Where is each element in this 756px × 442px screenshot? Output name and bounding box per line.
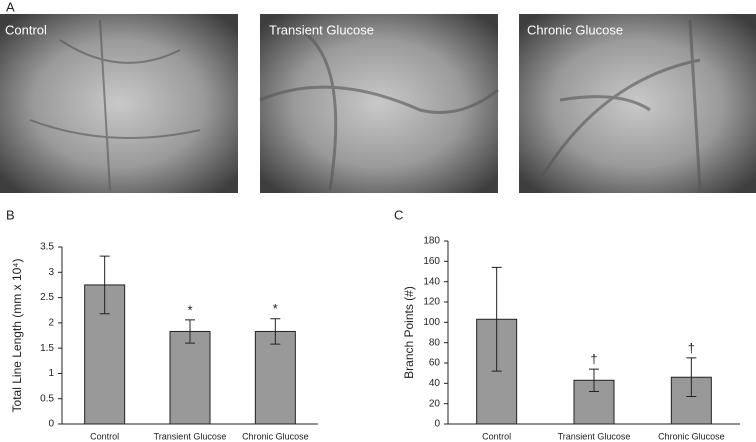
- y-tick-label: 80: [429, 337, 441, 348]
- y-tick-label: 0.5: [40, 393, 54, 404]
- y-tick-label: 3: [48, 267, 54, 278]
- y-tick-label: 60: [429, 358, 441, 369]
- y-tick-label: 180: [423, 236, 440, 247]
- y-axis-label: Total Line Length (mm x 10⁴): [10, 259, 24, 413]
- panel-label: A: [6, 0, 15, 14]
- error-bar: [185, 319, 195, 344]
- x-tick-label: Transient Glucose: [558, 431, 631, 441]
- error-bar: [491, 266, 502, 372]
- y-tick-label: 100: [423, 317, 440, 328]
- x-tick-label: Transient Glucose: [154, 431, 227, 441]
- significance-marker: †: [590, 352, 597, 367]
- significance-marker: *: [187, 302, 192, 317]
- error-bar: [270, 318, 281, 345]
- y-tick-label: 120: [423, 297, 440, 308]
- image-label: Chronic Glucose: [527, 22, 623, 37]
- micrograph: Control: [0, 14, 238, 193]
- micrograph: Transient Glucose: [259, 14, 499, 193]
- y-tick-label: 160: [423, 256, 440, 267]
- y-tick-label: 3.5: [40, 242, 54, 253]
- scale-bar: [716, 207, 734, 211]
- y-tick-label: 0: [434, 419, 440, 430]
- panel-label: B: [6, 207, 15, 222]
- y-tick-label: 1.5: [40, 343, 54, 354]
- micrograph: Chronic Glucose: [519, 14, 756, 211]
- y-tick-label: 0: [48, 419, 54, 430]
- y-tick-label: 20: [429, 398, 441, 409]
- y-axis-label: Branch Points (#): [402, 286, 416, 379]
- y-tick-label: 2: [48, 317, 54, 328]
- x-tick-label: Chronic Glucose: [658, 431, 725, 441]
- bar: [169, 330, 211, 425]
- panel-label: C: [394, 207, 403, 222]
- error-bar: [589, 368, 599, 392]
- y-tick-label: 2.5: [40, 292, 54, 303]
- image-label: Control: [5, 22, 47, 37]
- error-bar: [686, 357, 697, 398]
- image-label: Transient Glucose: [269, 22, 374, 37]
- x-tick-label: Chronic Glucose: [242, 431, 309, 441]
- significance-marker: *: [273, 301, 278, 316]
- x-tick-label: Control: [90, 431, 119, 441]
- error-bar: [99, 255, 110, 315]
- bar: [254, 330, 296, 425]
- y-tick-label: 40: [429, 378, 441, 389]
- y-tick-label: 140: [423, 276, 440, 287]
- significance-marker: †: [688, 340, 695, 355]
- x-tick-label: Control: [482, 431, 511, 441]
- y-tick-label: 1: [48, 368, 54, 379]
